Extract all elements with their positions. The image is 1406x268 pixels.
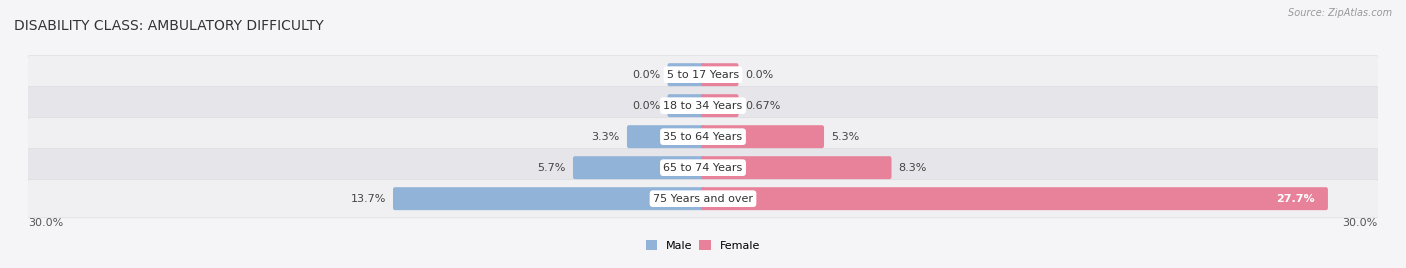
Text: 27.7%: 27.7%	[1277, 194, 1315, 204]
FancyBboxPatch shape	[27, 180, 1379, 218]
FancyBboxPatch shape	[702, 94, 738, 117]
Text: 0.0%: 0.0%	[633, 101, 661, 111]
FancyBboxPatch shape	[702, 125, 824, 148]
FancyBboxPatch shape	[668, 63, 704, 86]
FancyBboxPatch shape	[574, 156, 704, 179]
FancyBboxPatch shape	[702, 187, 1327, 210]
FancyBboxPatch shape	[702, 156, 891, 179]
FancyBboxPatch shape	[668, 94, 704, 117]
FancyBboxPatch shape	[394, 187, 704, 210]
Text: 13.7%: 13.7%	[350, 194, 385, 204]
Text: 18 to 34 Years: 18 to 34 Years	[664, 101, 742, 111]
Text: 30.0%: 30.0%	[1343, 218, 1378, 228]
Text: 5.3%: 5.3%	[831, 132, 859, 142]
Text: 75 Years and over: 75 Years and over	[652, 194, 754, 204]
FancyBboxPatch shape	[702, 63, 738, 86]
Text: 35 to 64 Years: 35 to 64 Years	[664, 132, 742, 142]
Text: 8.3%: 8.3%	[898, 163, 927, 173]
Text: Source: ZipAtlas.com: Source: ZipAtlas.com	[1288, 8, 1392, 18]
Text: 0.67%: 0.67%	[745, 101, 782, 111]
Text: 3.3%: 3.3%	[592, 132, 620, 142]
Text: 0.0%: 0.0%	[745, 70, 773, 80]
Text: 5 to 17 Years: 5 to 17 Years	[666, 70, 740, 80]
Legend: Male, Female: Male, Female	[647, 240, 759, 251]
FancyBboxPatch shape	[27, 87, 1379, 125]
Text: DISABILITY CLASS: AMBULATORY DIFFICULTY: DISABILITY CLASS: AMBULATORY DIFFICULTY	[14, 19, 323, 33]
FancyBboxPatch shape	[27, 148, 1379, 187]
FancyBboxPatch shape	[27, 117, 1379, 156]
FancyBboxPatch shape	[27, 55, 1379, 94]
Text: 0.0%: 0.0%	[633, 70, 661, 80]
Text: 65 to 74 Years: 65 to 74 Years	[664, 163, 742, 173]
Text: 5.7%: 5.7%	[537, 163, 565, 173]
Text: 30.0%: 30.0%	[28, 218, 63, 228]
FancyBboxPatch shape	[627, 125, 704, 148]
